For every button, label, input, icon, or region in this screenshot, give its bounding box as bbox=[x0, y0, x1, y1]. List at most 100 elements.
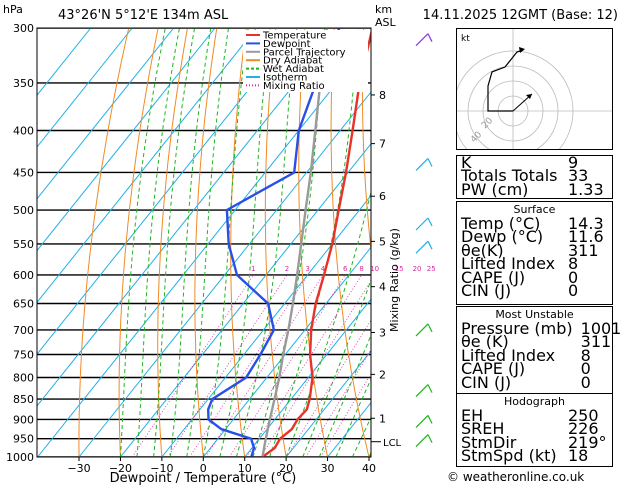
index-box-top: K 9 Totals Totals 33 PW (cm) 1.33 bbox=[456, 153, 613, 199]
wind-barb-icon bbox=[415, 217, 429, 231]
index-label: CAPE (J) bbox=[461, 359, 526, 379]
datetime-title: 14.11.2025 12GMT (Base: 12) bbox=[423, 8, 618, 23]
dry-adiabat-line bbox=[393, 28, 452, 457]
km-tick-label: 2 bbox=[379, 368, 386, 381]
location-title: 43°26'N 5°12'E 134m ASL bbox=[58, 8, 229, 23]
wind-barb-icon bbox=[427, 415, 433, 424]
pressure-tick-label: 850 bbox=[13, 393, 34, 406]
index-value: 1001 bbox=[580, 319, 622, 338]
temperature-tick-label: −30 bbox=[67, 462, 90, 475]
pressure-tick-label: 950 bbox=[13, 433, 34, 446]
index-value: 250 bbox=[568, 406, 599, 425]
index-value: 219° bbox=[568, 432, 607, 452]
surface-box: Surface Temp (°C) 14.3 Dewp (°C) 11.6 θe(K) 3… bbox=[456, 201, 613, 305]
index-row: Pressure (mb) 1001 bbox=[457, 319, 625, 338]
wet-adiabat-line bbox=[119, 28, 166, 457]
dry-adiabat-line bbox=[361, 28, 371, 255]
index-label: StmDir bbox=[461, 432, 517, 452]
hodograph-index-box: Hodograph EH 250 SREH 226 StmDir 219° StmSpd (… bbox=[456, 393, 613, 467]
temperature-tick-label: −20 bbox=[109, 462, 132, 475]
isotherm-line bbox=[37, 28, 133, 148]
index-label: Lifted Index bbox=[461, 345, 556, 365]
dry-adiabat-line bbox=[330, 28, 370, 457]
index-row: EH 250 bbox=[457, 406, 612, 425]
index-value: 8 bbox=[580, 345, 591, 365]
wind-barb-icon bbox=[415, 158, 429, 171]
wind-barb-icon bbox=[427, 323, 433, 333]
index-value: 9 bbox=[568, 153, 579, 172]
index-row: StmDir 219° bbox=[457, 432, 612, 452]
plot-frame bbox=[36, 27, 372, 458]
index-row: Totals Totals 33 bbox=[457, 166, 612, 186]
mixing-ratio-tick-label: 20 bbox=[413, 265, 422, 273]
index-value: 226 bbox=[568, 419, 599, 439]
isotherm-line bbox=[37, 28, 175, 200]
index-row: CAPE (J) 0 bbox=[457, 269, 612, 286]
pressure-tick-label: 550 bbox=[13, 238, 34, 251]
temperature-tick-label: 10 bbox=[238, 462, 252, 475]
unstable-box: Most Unstable Pressure (mb) 1001 θe (K) 311… bbox=[456, 306, 621, 396]
series-dewpoint-line bbox=[206, 28, 341, 457]
index-row: Lifted Index 8 bbox=[457, 345, 625, 365]
hodograph-panel: kt 20 40 bbox=[452, 28, 613, 172]
index-value: 33 bbox=[568, 166, 589, 186]
index-row: CIN (J) 0 bbox=[457, 281, 612, 301]
wind-barb-icon bbox=[427, 158, 433, 167]
index-row: Lifted Index 8 bbox=[457, 255, 612, 272]
temperature-tick-label: 20 bbox=[279, 462, 293, 475]
mixing-ratio-line bbox=[205, 274, 324, 457]
mixing-ratio-line bbox=[320, 373, 371, 457]
index-row: CIN (J) 0 bbox=[457, 372, 625, 392]
index-label: θe(K) bbox=[461, 240, 504, 260]
index-label: PW (cm) bbox=[461, 179, 529, 199]
temperature-tick-label: 0 bbox=[200, 462, 207, 475]
mixing-ratio-tick-label: 1 bbox=[251, 265, 255, 273]
pressure-tick-label: 650 bbox=[13, 298, 34, 311]
wind-barb-icon bbox=[427, 33, 433, 42]
index-row: PW (cm) 1.33 bbox=[457, 179, 612, 199]
asl-unit-label: ASL bbox=[375, 16, 397, 29]
km-tick-label: 1 bbox=[379, 412, 386, 425]
index-label: K bbox=[461, 153, 472, 172]
pressure-tick-label: 500 bbox=[13, 204, 34, 217]
wet-adiabat-line bbox=[252, 28, 326, 457]
index-label: CIN (J) bbox=[461, 281, 512, 301]
mixing-ratio-tick-label: 10 bbox=[370, 265, 379, 273]
wind-barb-icon bbox=[415, 323, 429, 337]
pressure-tick-label: 600 bbox=[13, 269, 34, 282]
mixing-ratio-line bbox=[229, 274, 346, 457]
unstable-title: Most Unstable bbox=[495, 308, 574, 321]
hodograph-trace bbox=[487, 49, 524, 112]
index-value: 0 bbox=[580, 372, 591, 392]
index-label: CIN (J) bbox=[461, 372, 512, 392]
temperature-tick-label: −10 bbox=[150, 462, 173, 475]
pressure-tick-label: 300 bbox=[13, 22, 34, 35]
mixing-ratio-tick-label: 6 bbox=[343, 265, 348, 273]
wind-barb-icon bbox=[427, 217, 433, 227]
index-row: Temp (°C) 14.3 bbox=[457, 215, 612, 232]
hodograph-plot: kt 20 40 bbox=[452, 29, 612, 172]
index-label: θe (K) bbox=[461, 332, 509, 352]
pressure-tick-label: 900 bbox=[13, 413, 34, 426]
index-value: 11.6 bbox=[568, 227, 604, 247]
index-label: Pressure (mb) bbox=[461, 319, 573, 338]
km-tick-label: 4 bbox=[379, 281, 386, 294]
wet-adiabat-line bbox=[235, 28, 297, 457]
wet-adiabat-line bbox=[285, 189, 371, 457]
isotherm-line bbox=[120, 142, 371, 457]
pressure-tick-label: 700 bbox=[13, 324, 34, 337]
temperature-tick-label: 40 bbox=[362, 462, 376, 475]
km-unit-label: km bbox=[375, 3, 392, 16]
pressure-tick-label: 450 bbox=[13, 166, 34, 179]
legend-item-label: Isotherm bbox=[263, 73, 307, 84]
dry-adiabat-line bbox=[118, 28, 159, 457]
mixing-ratio-line bbox=[167, 274, 288, 457]
legend-item-label: Dewpoint bbox=[263, 39, 311, 50]
isotherm-line bbox=[37, 28, 216, 252]
dry-adiabat-line bbox=[230, 28, 247, 457]
mixing-ratio-line bbox=[246, 274, 362, 457]
pressure-tick-label: 750 bbox=[13, 348, 34, 361]
pressure-tick-label: 1000 bbox=[6, 451, 34, 464]
